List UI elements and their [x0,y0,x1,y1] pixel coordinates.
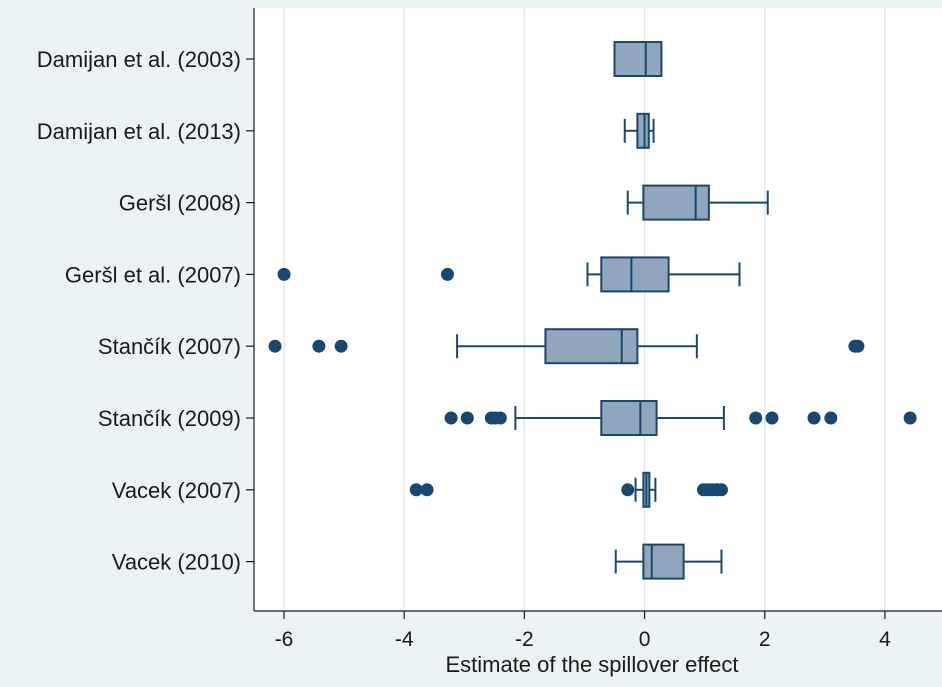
box-group [277,256,741,293]
outlier-point [312,339,326,353]
box-group [444,400,917,436]
box-group [409,471,728,508]
category-label: Geršl et al. (2007) [65,262,241,287]
x-tick-label: -2 [515,628,534,651]
grid-lines [283,8,886,611]
box-group [623,112,655,149]
outlier-point [444,411,458,425]
box-series [268,41,917,580]
category-labels: Damijan et al. (2003) Damijan et al. (201… [37,47,254,575]
outlier-point [851,339,865,353]
box-group [613,41,663,77]
outlier-point [277,267,291,281]
outlier-point [440,267,454,281]
outlier-point [621,483,635,497]
outlier-point [765,411,779,425]
category-label: Stančík (2007) [98,334,241,359]
category-label: Vacek (2007) [112,478,241,503]
outlier-point [807,411,821,425]
category-label: Stančík (2009) [98,406,241,431]
category-label: Damijan et al. (2013) [37,119,241,144]
plot-area [254,8,942,611]
iqr-box [642,184,710,221]
box-group [268,328,865,365]
x-tick-label: 4 [879,628,891,651]
box-group [614,543,723,580]
box-group [626,184,769,221]
outlier-point [749,411,763,425]
iqr-box [613,41,663,77]
x-tick-label: 0 [639,628,651,651]
outlier-point [420,483,434,497]
x-tick-label: -4 [395,628,414,651]
iqr-box [544,328,639,365]
outlier-point [824,411,838,425]
outlier-point [268,339,282,353]
x-axis-ticks: -6 -4 -2 0 2 4 [275,611,891,651]
outlier-point [334,339,348,353]
category-label: Vacek (2010) [112,550,241,575]
iqr-box [636,112,650,149]
outlier-point [903,411,917,425]
category-label: Geršl (2008) [119,191,241,216]
category-label: Damijan et al. (2003) [37,47,241,72]
iqr-box [600,400,658,436]
x-tick-label: -6 [275,628,294,651]
iqr-box [642,543,685,580]
x-tick-label: 2 [759,628,771,651]
iqr-box [600,256,670,293]
outlier-point [460,411,474,425]
outlier-point [493,411,507,425]
x-axis-title: Estimate of the spillover effect [445,652,738,677]
outlier-point [409,483,423,497]
outlier-point [714,483,728,497]
